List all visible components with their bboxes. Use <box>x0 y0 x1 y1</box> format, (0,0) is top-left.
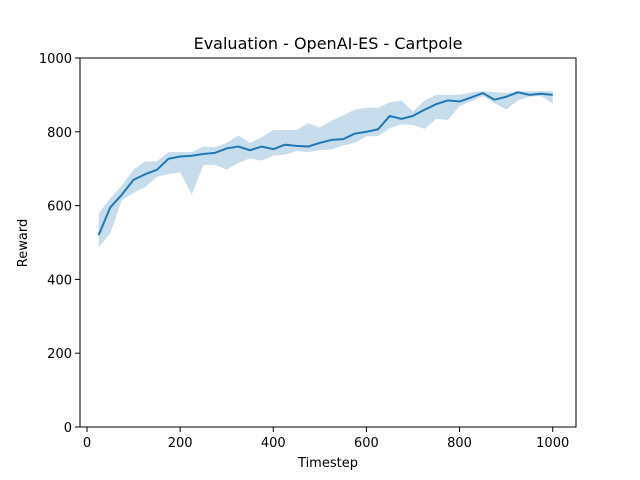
y-tick-label: 200 <box>47 347 72 362</box>
y-tick-label: 800 <box>47 126 72 141</box>
x-tick-label: 800 <box>447 436 472 451</box>
series-line-layer <box>97 91 553 236</box>
plot-frame <box>79 57 577 428</box>
y-tick-label: 1000 <box>39 52 72 67</box>
x-tick-label: 400 <box>261 436 286 451</box>
x-axis: 0 200 400 600 800 1000 <box>83 427 569 451</box>
series-0-line <box>97 91 553 236</box>
x-tick-label: 0 <box>83 436 91 451</box>
y-tick-label: 0 <box>64 421 72 436</box>
series-0-confidence-band <box>98 91 553 248</box>
x-axis-label: Timestep <box>297 456 358 471</box>
confidence-band-layer <box>98 91 553 248</box>
y-axis-label: Reward <box>16 219 31 267</box>
chart-title: Evaluation - OpenAI-ES - Cartpole <box>194 34 463 53</box>
y-tick-label: 400 <box>47 273 72 288</box>
x-tick-label: 600 <box>354 436 379 451</box>
x-tick-label: 200 <box>168 436 193 451</box>
y-tick-label: 600 <box>47 200 72 215</box>
y-axis: 0 200 400 600 800 1000 <box>39 52 80 436</box>
x-tick-label: 1000 <box>536 436 569 451</box>
